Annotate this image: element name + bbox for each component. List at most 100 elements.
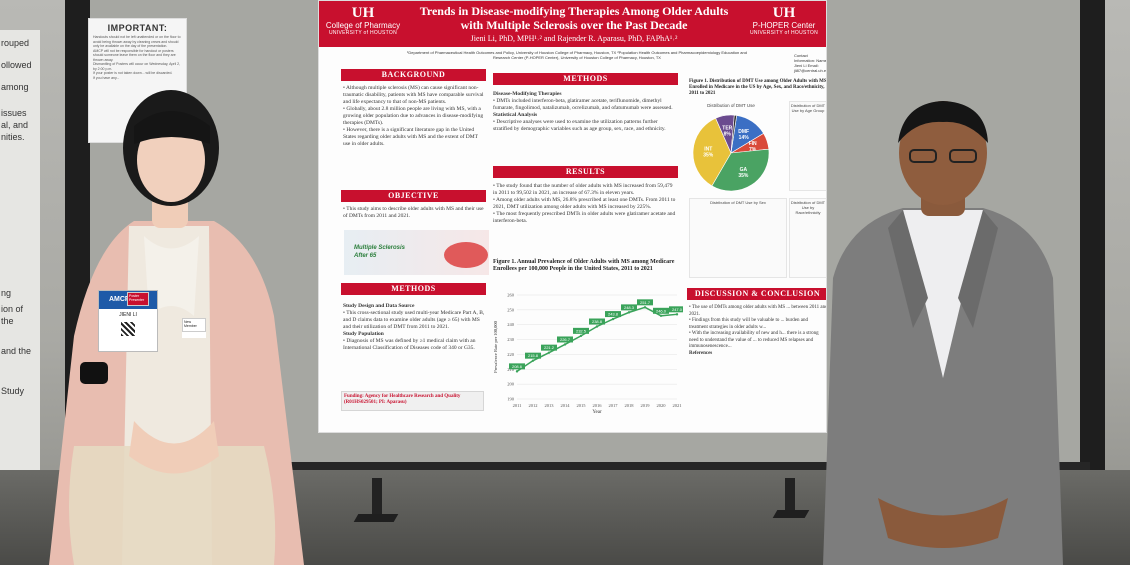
- edge-text: nities.: [1, 132, 25, 142]
- y-tick-label: 250: [507, 307, 515, 312]
- uh-logo-mark: UH: [351, 5, 375, 21]
- methods-heading: METHODS: [341, 283, 486, 295]
- notice-title: IMPORTANT:: [107, 23, 168, 33]
- edge-poster-left: rouped ollowed among issues al, and niti…: [0, 30, 40, 470]
- y-tick-label: 240: [507, 322, 515, 327]
- x-tick-label: 2016: [593, 403, 603, 408]
- data-label-box: [557, 336, 573, 343]
- board-stand-leg: [785, 478, 795, 514]
- lapel: [958, 210, 998, 328]
- y-tick-label: 220: [507, 352, 515, 357]
- suit-jacket: [823, 208, 1063, 565]
- data-point: [643, 306, 647, 309]
- background-heading: BACKGROUND: [341, 69, 486, 81]
- board-stand-leg: [372, 478, 382, 518]
- data-point: [675, 313, 679, 316]
- methods-left-text: Study Design and Data Source • This cros…: [343, 303, 485, 351]
- funding-note: Funding: Agency for Healthcare Research …: [341, 391, 484, 411]
- mini-chart-title: Distribution of DMT Use by Sex: [710, 200, 766, 205]
- pie-slice-label: FIN: [749, 141, 757, 147]
- poster-authors: Jieni Li, PhD, MPH¹˒² and Rajender R. Ap…: [470, 34, 678, 43]
- data-label-box: [653, 307, 669, 314]
- badge-name: JIENI LI: [119, 312, 137, 318]
- x-tick-label: 2019: [641, 403, 651, 408]
- edge-text: al, and: [1, 120, 29, 130]
- line-chart-caption: Figure 1. Annual Prevalence of Older Adu…: [493, 259, 675, 272]
- data-label-box: [637, 299, 653, 306]
- pie-slice: [730, 114, 738, 154]
- y-axis-label: Prevalence Rate per 100,000: [493, 320, 499, 372]
- objective-heading: OBJECTIVE: [341, 190, 486, 202]
- edge-text: the: [1, 316, 14, 326]
- data-label-box: [605, 311, 621, 318]
- dress-shirt: [903, 210, 983, 378]
- mini-chart-title: Distribution of DMT Use by Race/ethnicit…: [790, 200, 826, 215]
- edge-text: ng: [1, 288, 12, 298]
- results-heading: RESULTS: [493, 166, 678, 178]
- ms-illustration-caption: Multiple Sclerosis After 65: [354, 245, 406, 259]
- pie-slice-value: 7%: [749, 147, 757, 153]
- pie-slice-value: 35%: [703, 153, 714, 159]
- edge-text: rouped: [1, 38, 30, 48]
- x-axis-label: Year: [592, 410, 602, 414]
- prevalence-line-chart: 1902002102202302402502602011201220132014…: [493, 293, 683, 414]
- notice-line: If your poster is not taken down... will…: [93, 71, 173, 75]
- ms-illustration: Multiple Sclerosis After 65: [344, 230, 489, 275]
- edge-text: and the: [1, 346, 32, 356]
- dmt-by-age-chart: Distribution of DMT Use by Age Group: [789, 101, 826, 191]
- x-tick-label: 2013: [545, 403, 555, 408]
- clasped-hands: [878, 498, 1008, 548]
- data-point: [611, 317, 615, 321]
- discussion-heading: DISCUSSION & CONCLUSION: [687, 288, 826, 300]
- lapel: [888, 210, 928, 328]
- pie-slice-value: 35%: [738, 173, 749, 179]
- skirt: [69, 446, 276, 565]
- notice-line: AMCP will not be responsible for handout…: [93, 48, 176, 62]
- data-point: [659, 314, 663, 317]
- poster-banner: UH College of Pharmacy UNIVERSITY of HOU…: [319, 1, 826, 47]
- presenter-man: [823, 101, 1063, 565]
- logo-line: UNIVERSITY of HOUSTON: [749, 30, 819, 36]
- data-label-box: [509, 363, 525, 370]
- data-label: 208.6: [512, 364, 523, 369]
- data-point: [515, 370, 519, 373]
- dmt-by-sex-chart: Distribution of DMT Use by Sex: [689, 198, 787, 278]
- data-point: [595, 325, 599, 328]
- new-member-tag: New Member: [182, 318, 206, 332]
- data-point: [531, 359, 535, 362]
- notice-body: Handouts should not be left unattended o…: [89, 33, 186, 82]
- edge-text: among: [1, 82, 29, 92]
- pie-title: Distribution of DMT Use: [707, 103, 755, 108]
- data-label-box: [621, 304, 637, 311]
- objective-text: • This study aims to describe older adul…: [343, 206, 484, 219]
- data-label-box: [573, 327, 589, 334]
- data-label-box: [669, 306, 683, 313]
- results-text: • The study found that the number of old…: [493, 183, 676, 224]
- data-label: 251.7: [640, 300, 651, 305]
- logo-line: College of Pharmacy: [325, 21, 401, 30]
- y-tick-label: 190: [507, 397, 515, 402]
- smartwatch: [80, 362, 108, 384]
- edge-text: Study: [1, 386, 25, 396]
- x-tick-label: 2015: [577, 403, 587, 408]
- pie-slice: [692, 117, 732, 187]
- pie-slice-label: TER: [722, 126, 732, 132]
- data-label: 238.8: [592, 319, 603, 324]
- background-text: • Although multiple sclerosis (MS) can c…: [343, 85, 484, 147]
- pie-slice-label: GA: [740, 167, 748, 173]
- data-point: [627, 311, 631, 314]
- qr-code-icon: [121, 322, 135, 336]
- x-tick-label: 2017: [609, 403, 619, 408]
- logo-line: P-HOPER Center: [752, 21, 816, 30]
- poster-presenter-tag: Poster Presenter: [127, 292, 149, 306]
- data-label-box: [541, 344, 557, 351]
- glasses-icon: [949, 149, 977, 163]
- data-point: [579, 334, 583, 338]
- bangs: [134, 111, 210, 144]
- phoper-center-logo: UH P-HOPER Center UNIVERSITY of HOUSTON: [744, 5, 824, 36]
- data-label: 232.5: [576, 328, 587, 333]
- face: [899, 101, 987, 205]
- data-label-box: [589, 318, 605, 325]
- clasped-hands: [129, 421, 219, 474]
- pie-slice: [711, 148, 770, 192]
